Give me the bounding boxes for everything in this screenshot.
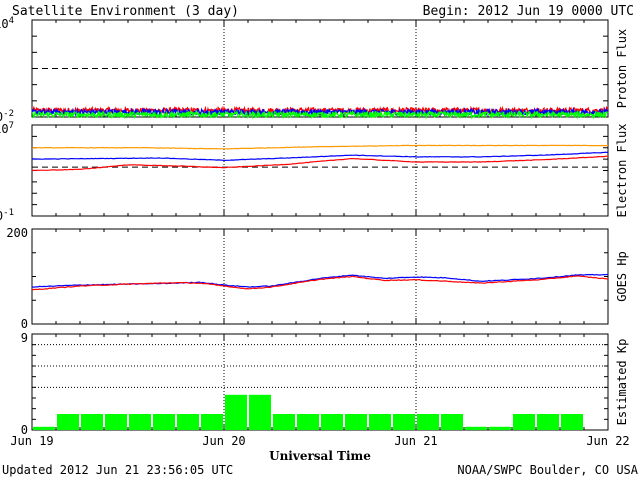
kp-bar — [81, 414, 103, 430]
proton-series-green — [31, 109, 609, 120]
electron-y-axis-label: Electron Flux — [615, 124, 629, 218]
kp-bar — [33, 426, 55, 430]
proton-series-blue — [31, 107, 609, 118]
electron-frame — [31, 124, 609, 217]
kp-bar — [201, 414, 223, 430]
kp-bar — [273, 414, 295, 430]
hp-y-axis-label: GOES Hp — [615, 251, 629, 302]
kp-bar — [321, 414, 343, 430]
kp-bar — [465, 426, 487, 430]
kp-bar — [369, 414, 391, 430]
electron-y-tick-label: 10-1 — [0, 208, 14, 223]
electron-series-orange — [31, 144, 609, 150]
kp-bar — [537, 414, 559, 430]
kp-bar — [129, 414, 151, 430]
proton-y-axis-label: Proton Flux — [615, 29, 629, 108]
kp-bar — [417, 414, 439, 430]
proton-y-tick-exp: 4 — [9, 16, 14, 26]
x-tick-label: Jun 21 — [394, 434, 437, 448]
hp-series-red — [31, 275, 608, 291]
kp-bar — [177, 414, 199, 430]
x-axis-tick-labels: Jun 19 Jun 20 Jun 21 Jun 22 — [10, 434, 629, 448]
proton-y-tick-label: 10-2 — [0, 109, 14, 124]
hp-y-tick-label: 200 — [6, 226, 28, 240]
kp-bar — [345, 414, 367, 430]
begin-label: Begin: 2012 Jun 19 0000 UTC — [423, 4, 634, 19]
proton-y-tick-base: 10 — [0, 110, 3, 124]
x-tick-label: Jun 22 — [586, 434, 629, 448]
kp-bar — [57, 414, 79, 430]
kp-bar — [297, 414, 319, 430]
hp-frame — [31, 228, 609, 325]
x-tick-label: Jun 20 — [202, 434, 245, 448]
proton-frame — [31, 19, 609, 118]
proton-y-tick-label: 104 — [0, 16, 14, 31]
estimated-kp-panel: 9 0 Estimated Kp — [21, 331, 629, 437]
electron-y-tick-base: 10 — [0, 209, 3, 223]
kp-bar — [249, 394, 271, 430]
electron-y-tick-exp: -1 — [3, 208, 14, 218]
kp-bar — [393, 414, 415, 430]
proton-y-tick-exp: -2 — [3, 109, 14, 119]
goes-hp-panel: 200 0 GOES Hp — [6, 226, 629, 331]
electron-y-tick-label: 107 — [0, 121, 14, 136]
kp-y-axis-label: Estimated Kp — [615, 339, 629, 426]
kp-y-tick-label: 9 — [21, 331, 28, 345]
electron-y-tick-exp: 7 — [9, 121, 14, 131]
hp-y-tick-label: 0 — [21, 317, 28, 331]
kp-bar — [489, 426, 511, 430]
updated-label: Updated 2012 Jun 21 23:56:05 UTC — [2, 463, 233, 477]
x-axis-title: Universal Time — [269, 449, 371, 463]
kp-bar — [513, 414, 535, 430]
kp-bar — [441, 414, 463, 430]
figure-title: Satellite Environment (3 day) — [12, 4, 239, 19]
kp-bar — [105, 414, 127, 430]
electron-series-blue — [32, 151, 609, 162]
kp-bar — [153, 414, 175, 430]
proton-y-tick-base: 10 — [0, 17, 9, 31]
kp-y-tick-label: 0 — [21, 423, 28, 437]
kp-bar — [561, 414, 583, 430]
source-label: NOAA/SWPC Boulder, CO USA — [457, 463, 638, 477]
kp-bar — [225, 394, 247, 430]
electron-y-tick-base: 10 — [0, 122, 9, 136]
electron-series-red — [31, 155, 608, 172]
x-tick-label: Jun 19 — [10, 434, 53, 448]
